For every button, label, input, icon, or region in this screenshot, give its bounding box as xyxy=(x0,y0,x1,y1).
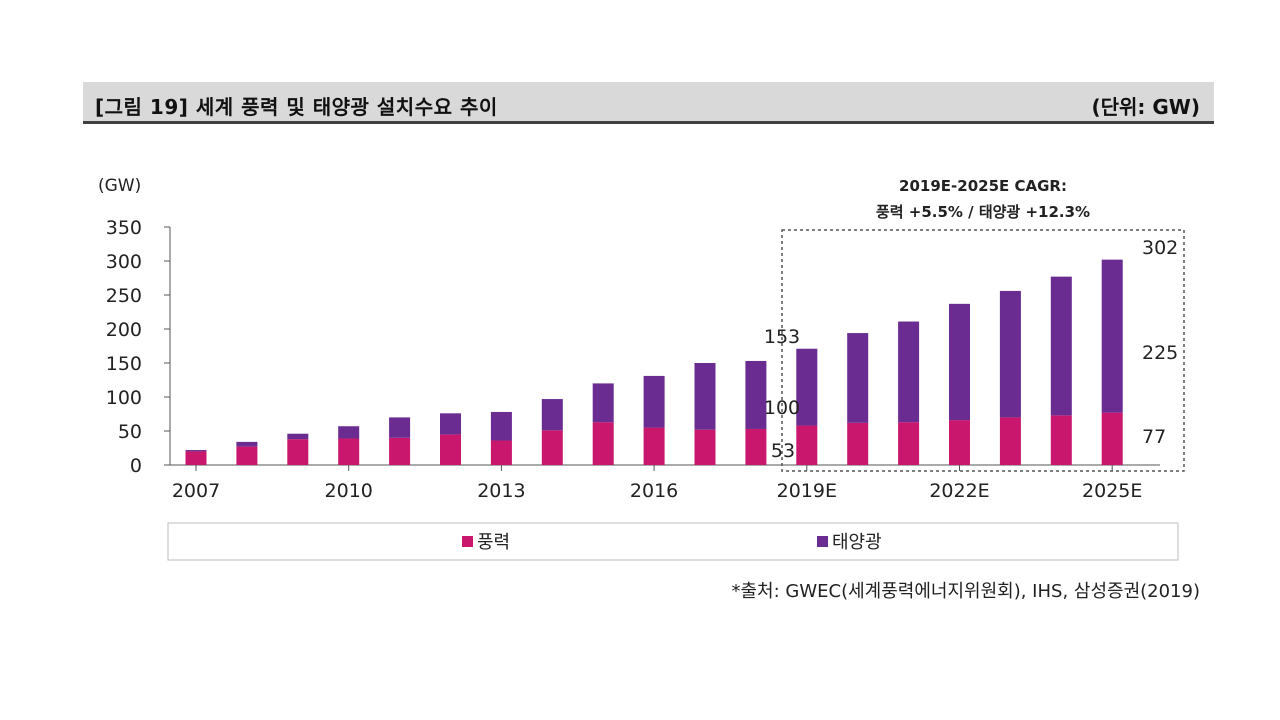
bar-wind-2009 xyxy=(287,439,309,465)
bar-wind-2015 xyxy=(592,422,614,465)
bar-solar-2014 xyxy=(541,399,563,431)
bar-wind-2020E xyxy=(847,422,869,465)
source-note: *출처: GWEC(세계풍력에너지위원회), IHS, 삼성증권(2019) xyxy=(731,581,1201,602)
bar-wind-2017 xyxy=(694,429,716,465)
bar-solar-2024E xyxy=(1050,276,1072,416)
bar-solar-2015 xyxy=(592,383,614,423)
y-tick-label: 350 xyxy=(106,217,142,239)
legend-box xyxy=(167,522,1179,561)
bar-wind-2024E xyxy=(1050,415,1072,465)
bar-wind-2018 xyxy=(745,428,767,465)
x-tick-label: 2010 xyxy=(325,480,373,502)
bar-solar-2009 xyxy=(287,433,309,440)
bar-wind-2021E xyxy=(898,422,920,465)
bar-wind-2022E xyxy=(949,420,970,465)
x-tick-label: 2019E xyxy=(777,480,837,502)
bar-solar-2018 xyxy=(745,360,767,429)
data-label-2018-wind: 53 xyxy=(771,440,795,462)
figure-title: [그림 19] 세계 풍력 및 태양광 설치수요 추이 xyxy=(95,95,498,119)
forecast-dashed-box xyxy=(781,229,1185,472)
bar-solar-2023E xyxy=(999,290,1021,418)
bar-solar-2013 xyxy=(490,411,512,441)
y-tick-label: 150 xyxy=(106,353,142,375)
y-tick-label: 0 xyxy=(130,455,142,477)
bar-solar-2011 xyxy=(389,417,411,438)
bar-solar-2010 xyxy=(338,426,360,439)
data-label-2025-solar: 225 xyxy=(1142,342,1178,364)
bar-wind-2010 xyxy=(338,438,360,465)
x-tick-label: 2025E xyxy=(1082,480,1142,502)
y-tick-label: 200 xyxy=(106,319,142,341)
bar-wind-2013 xyxy=(490,440,512,465)
bar-solar-2012 xyxy=(440,413,461,435)
bar-wind-2007 xyxy=(185,451,207,465)
y-tick-label: 300 xyxy=(106,251,142,273)
bar-wind-2008 xyxy=(236,446,258,465)
cagr-annotation-line1: 2019E-2025E CAGR: xyxy=(899,177,1067,195)
y-axis-unit-label: (GW) xyxy=(98,176,141,196)
bar-solar-2021E xyxy=(898,321,920,423)
bar-wind-2025E xyxy=(1101,412,1123,465)
bar-wind-2014 xyxy=(541,430,563,465)
bar-solar-2007 xyxy=(185,450,207,452)
bar-solar-2025E xyxy=(1101,259,1123,413)
bar-solar-2022E xyxy=(949,303,970,421)
y-tick-label: 250 xyxy=(106,285,142,307)
bar-solar-2020E xyxy=(847,333,869,423)
x-tick-label: 2022E xyxy=(929,480,989,502)
legend-swatch-1 xyxy=(817,536,828,547)
bar-solar-2008 xyxy=(236,441,258,447)
legend-label-0: 풍력 xyxy=(477,532,510,553)
data-label-2018-solar: 100 xyxy=(764,397,800,419)
cagr-annotation-line2: 풍력 +5.5% / 태양광 +12.3% xyxy=(876,203,1090,221)
bar-wind-2016 xyxy=(643,427,665,465)
bar-solar-2019E xyxy=(796,348,818,426)
unit-label: (단위: GW) xyxy=(1091,95,1200,119)
figure-title-bar: [그림 19] 세계 풍력 및 태양광 설치수요 추이 (단위: GW) xyxy=(83,82,1214,124)
bar-solar-2017 xyxy=(694,363,716,430)
legend-label-1: 태양광 xyxy=(832,532,882,553)
bar-solar-2016 xyxy=(643,375,665,428)
x-tick-label: 2013 xyxy=(477,480,525,502)
bar-wind-2011 xyxy=(389,437,411,465)
y-tick-label: 50 xyxy=(118,421,142,443)
y-tick-label: 100 xyxy=(106,387,142,409)
bar-wind-2019E xyxy=(796,425,818,465)
legend-swatch-0 xyxy=(462,536,473,547)
bar-wind-2023E xyxy=(999,417,1021,465)
data-label-2025-total: 302 xyxy=(1142,237,1178,259)
data-label-2025-wind: 77 xyxy=(1142,426,1166,448)
data-label-2018-total: 153 xyxy=(764,326,800,348)
x-tick-label: 2007 xyxy=(172,480,220,502)
bar-wind-2012 xyxy=(440,434,461,465)
x-tick-label: 2016 xyxy=(630,480,678,502)
